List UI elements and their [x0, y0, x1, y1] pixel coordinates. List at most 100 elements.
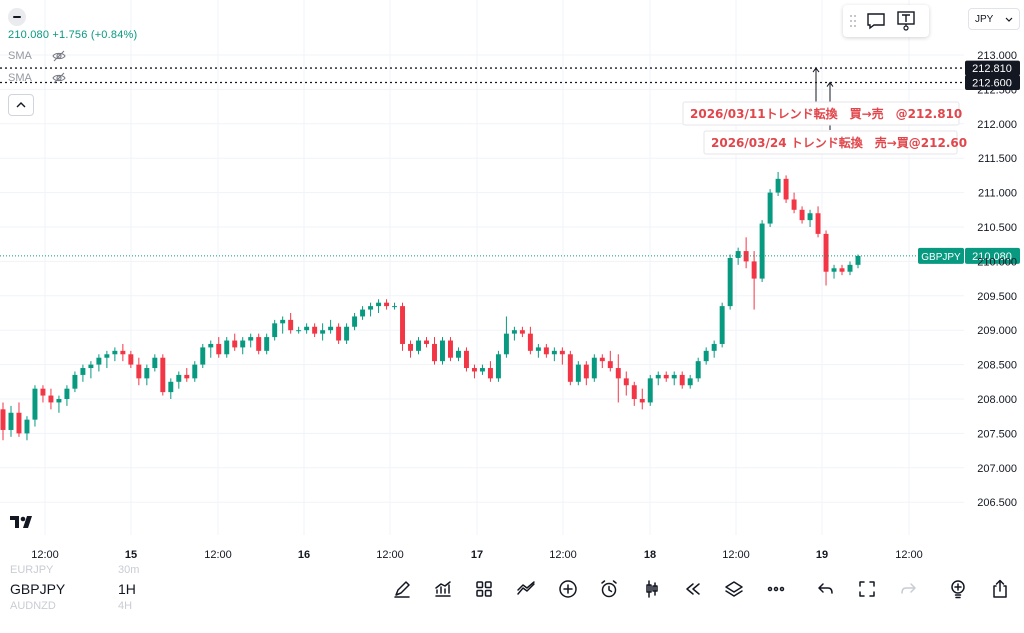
candle-body — [551, 350, 557, 355]
candle-body — [631, 385, 637, 399]
candle-body — [743, 251, 749, 262]
candle-body — [719, 306, 725, 344]
price-tick-label: 211.000 — [978, 188, 1017, 200]
price-tick-label: 210.000 — [977, 256, 1017, 268]
candle-body — [56, 399, 62, 403]
draw-button[interactable] — [390, 577, 414, 601]
candle-body — [272, 323, 278, 338]
candle-body — [575, 364, 581, 382]
alert-icon — [601, 580, 617, 598]
last-price-tag — [965, 247, 1020, 264]
candle-body — [152, 357, 158, 369]
candle-body — [799, 209, 805, 221]
candle-body — [511, 330, 517, 334]
ideas-button[interactable] — [946, 577, 970, 601]
candle-body — [647, 378, 653, 403]
redo-button[interactable] — [896, 577, 920, 601]
candle-body — [144, 368, 150, 379]
candle-body — [503, 333, 509, 355]
currency-select[interactable]: JPY — [968, 8, 1020, 30]
horizontal-lines: GBPJPY 210.080 212.810 212.600 — [0, 60, 1020, 264]
alert-button[interactable] — [597, 577, 621, 601]
arrow-up-icon — [826, 81, 834, 87]
templates-button[interactable] — [472, 577, 496, 601]
collapse-legend-button[interactable] — [8, 94, 34, 116]
candle-body — [312, 326, 318, 334]
candle-body — [208, 343, 214, 348]
eye-off-icon[interactable] — [52, 71, 66, 85]
sma-label: SMA — [8, 50, 32, 62]
time-tick-label: 12:00 — [895, 549, 923, 561]
symbol-selector[interactable]: GBPJPY — [10, 581, 66, 597]
compare-icon — [517, 581, 535, 595]
add-button[interactable] — [556, 577, 580, 601]
candle-body — [432, 343, 437, 362]
price-tick-label: 208.500 — [977, 360, 1017, 372]
share-button[interactable] — [988, 577, 1012, 601]
candle-body — [807, 213, 813, 221]
candle-body — [376, 302, 382, 307]
layers-button[interactable] — [722, 577, 746, 601]
time-tick-label: 18 — [644, 549, 656, 561]
symbol-ghost-above: EURJPY — [10, 564, 54, 576]
candle-body — [815, 213, 821, 234]
candle-body — [64, 388, 70, 399]
candle-body — [440, 340, 445, 362]
candle-body — [695, 361, 701, 379]
candle-body — [288, 319, 294, 331]
candle-body — [112, 350, 118, 355]
fullscreen-icon — [859, 581, 875, 597]
price-tick-label: 208.000 — [977, 394, 1017, 406]
candle-body — [320, 330, 326, 334]
candle-body — [751, 261, 757, 279]
floating-drawing-toolbar — [843, 5, 929, 37]
candle-body — [40, 388, 46, 396]
symbol-tag — [918, 247, 964, 264]
price-axis: 213.000 212.500 212.000 211.500 211.000 210.5… — [977, 50, 1017, 509]
fullscreen-button[interactable] — [855, 577, 879, 601]
replay-button[interactable] — [681, 577, 705, 601]
annotation-box — [682, 101, 960, 126]
drag-handle-icon[interactable] — [849, 14, 857, 28]
comment-icon[interactable] — [865, 11, 887, 31]
eye-off-icon[interactable] — [52, 49, 66, 63]
ideas-icon — [951, 580, 965, 599]
undo-button[interactable] — [814, 577, 838, 601]
more-icon — [767, 586, 785, 592]
candle-body — [735, 251, 741, 258]
price-tick-label: 207.500 — [977, 428, 1017, 440]
bottom-toolbar: EURJPY GBPJPY AUDNZD 30m 1H 4H — [0, 564, 1024, 633]
candle-body — [72, 374, 78, 389]
price-chart[interactable]: GBPJPY 210.080 212.810 212.600 213.000 212.5… — [0, 0, 1024, 565]
candle-body — [160, 357, 166, 393]
currency-label: JPY — [975, 13, 994, 25]
price-tick-label: 209.000 — [977, 325, 1017, 337]
time-tick-label: 15 — [125, 549, 137, 561]
price-tick-label: 207.000 — [977, 463, 1017, 475]
candle-body — [599, 357, 605, 362]
indicators-button[interactable] — [431, 577, 455, 601]
candle-body — [855, 255, 861, 265]
symbol-tag-label: GBPJPY — [921, 252, 961, 263]
bar-style-button[interactable] — [640, 577, 664, 601]
price-tick-label: 206.500 — [977, 497, 1017, 509]
time-tick-label: 17 — [471, 549, 483, 561]
text-tool-icon[interactable] — [895, 10, 917, 32]
candle-body — [559, 350, 565, 355]
candle-body — [336, 326, 342, 341]
candle-body — [839, 268, 845, 272]
more-button[interactable] — [764, 577, 788, 601]
last-price-label: 210.080 — [972, 251, 1012, 263]
hide-legend-button[interactable] — [8, 8, 26, 26]
undo-icon — [818, 583, 833, 594]
time-tick-label: 12:00 — [722, 549, 750, 561]
candle-body — [663, 374, 669, 379]
interval-selector[interactable]: 1H — [118, 581, 136, 597]
candle-body — [200, 347, 206, 365]
time-tick-label: 12:00 — [549, 549, 577, 561]
chart-grid — [0, 0, 964, 535]
candle-body — [120, 350, 126, 355]
candle-body — [328, 326, 334, 331]
compare-button[interactable] — [514, 577, 538, 601]
candle-body — [24, 419, 30, 434]
